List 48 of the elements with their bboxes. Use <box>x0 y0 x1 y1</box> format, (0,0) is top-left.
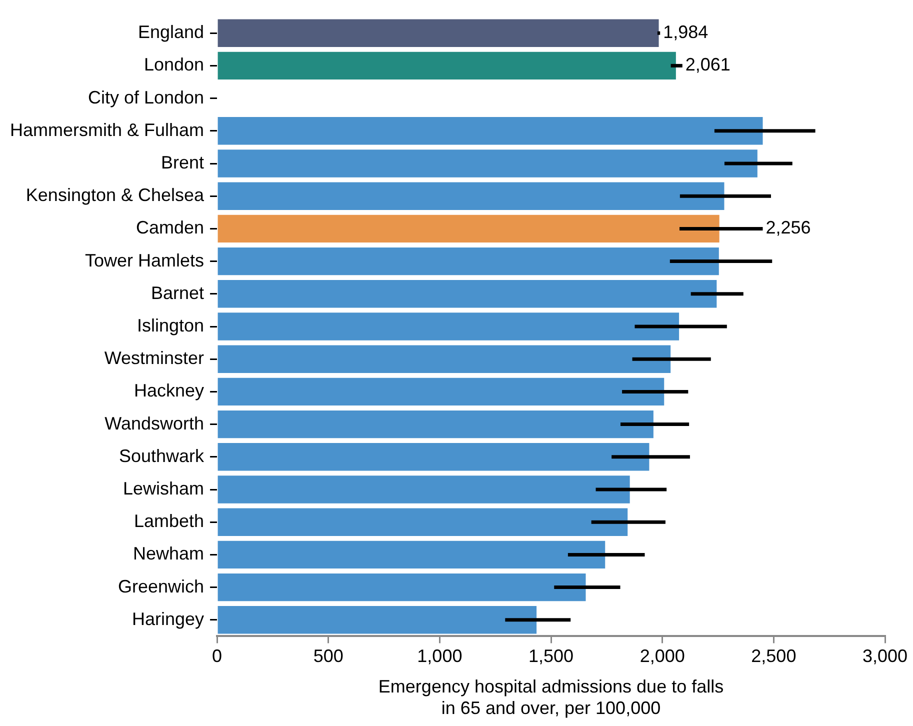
y-tick-label: Westminster <box>104 348 204 368</box>
y-tick-label: Lewisham <box>122 478 204 498</box>
bar <box>218 443 650 471</box>
y-tick-label: City of London <box>88 87 204 108</box>
bar <box>218 52 676 80</box>
data-label: 2,256 <box>766 218 811 238</box>
x-tick-label: 1,000 <box>417 646 462 666</box>
bar <box>218 19 659 47</box>
y-tick-label: Tower Hamlets <box>85 250 204 270</box>
bar <box>218 117 763 145</box>
y-tick-label: Wandsworth <box>104 413 204 434</box>
x-tick-label: 1,500 <box>528 646 574 666</box>
bar <box>218 182 724 210</box>
x-tick-label: 3,000 <box>862 646 908 666</box>
y-tick-label: Lambeth <box>134 511 204 532</box>
bar <box>218 410 654 438</box>
y-tick-label: England <box>138 22 204 42</box>
y-tick-label: Greenwich <box>118 576 204 596</box>
x-tick-label: 500 <box>313 646 344 666</box>
x-axis-title: Emergency hospital admissions due to falls in 65 and over, per 100,000 <box>378 676 724 718</box>
bar <box>218 476 630 504</box>
bar <box>218 150 758 178</box>
x-tick-label: 2,000 <box>640 646 685 666</box>
bar <box>218 573 586 602</box>
y-tick-label: Kensington & Chelsea <box>26 185 206 206</box>
y-tick-label: Newham <box>133 544 204 564</box>
y-tick-label: Haringey <box>132 608 204 629</box>
bar <box>218 378 664 406</box>
bar <box>218 345 671 373</box>
bar <box>218 540 606 569</box>
y-tick-label: Hackney <box>134 380 204 401</box>
y-tick-label: Islington <box>136 315 204 336</box>
bar <box>218 214 720 243</box>
bar <box>218 508 628 536</box>
y-tick-label: Hammersmith & Fulham <box>10 120 204 140</box>
y-tick-label: London <box>144 54 204 75</box>
bar <box>218 280 717 308</box>
bar <box>218 606 537 634</box>
bar <box>218 247 719 276</box>
y-tick-label: Camden <box>136 218 204 238</box>
y-tick-label: Southwark <box>118 446 206 466</box>
data-label: 2,061 <box>685 54 730 75</box>
y-tick-label: Brent <box>161 152 204 172</box>
y-tick-label: Barnet <box>150 282 204 303</box>
x-tick-label: 0 <box>212 646 222 666</box>
bar <box>218 312 680 340</box>
x-tick-label: 2,500 <box>751 646 796 666</box>
data-label: 1,984 <box>663 22 708 42</box>
